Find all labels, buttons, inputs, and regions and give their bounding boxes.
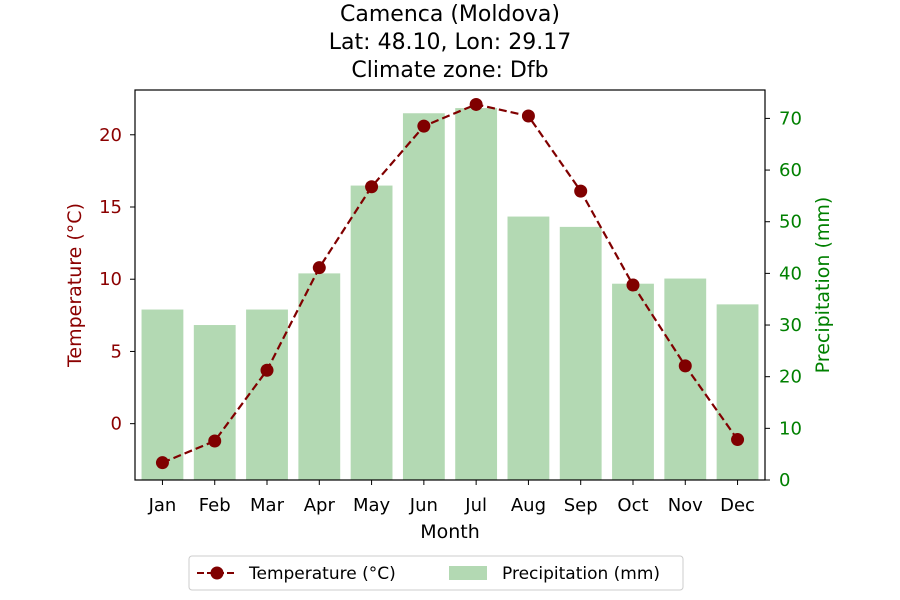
- y-axis-left: 0 5 10 15 20: [99, 125, 135, 435]
- x-tick-label: Dec: [720, 495, 755, 516]
- temperature-point-apr: [312, 261, 326, 275]
- temperature-point-nov: [678, 359, 692, 373]
- plot-frame: [134, 89, 766, 481]
- temperature-point-aug: [521, 109, 535, 123]
- x-axis: Jan Feb Mar Apr May Jun Jul Aug Sep Oct Nov Dec: [148, 480, 755, 516]
- y-left-tick-label: 20: [99, 125, 122, 146]
- precipitation-bar-feb: [193, 325, 236, 480]
- precipitation-bar-jun: [402, 113, 445, 481]
- precipitation-bar-dec: [716, 304, 759, 480]
- legend: Temperature (°C) Precipitation (mm): [188, 555, 684, 591]
- temperature-point-jan: [155, 456, 169, 470]
- y-right-tick-label: 40: [779, 263, 802, 284]
- y-left-tick-label: 0: [111, 414, 122, 435]
- x-tick-label: Mar: [250, 495, 285, 516]
- temperature-line: [161, 103, 739, 464]
- y-right-tick-label: 60: [779, 160, 802, 181]
- y-right-tick-label: 0: [779, 470, 790, 491]
- precipitation-bar-sep: [559, 226, 602, 480]
- precipitation-bar-jan: [141, 309, 184, 480]
- title-line-2: Lat: 48.10, Lon: 29.17: [329, 30, 571, 55]
- chart-title: Camenca (Moldova) Lat: 48.10, Lon: 29.17…: [329, 2, 571, 83]
- temperature-point-oct: [626, 278, 640, 292]
- temperature-point-jun: [417, 119, 431, 133]
- precipitation-bar-mar: [246, 309, 288, 480]
- x-axis-label: Month: [420, 521, 480, 543]
- y-right-tick-label: 50: [779, 212, 802, 233]
- y-right-tick-label: 20: [779, 367, 802, 388]
- x-tick-label: Jul: [464, 495, 487, 516]
- x-tick-label: Oct: [617, 495, 648, 516]
- legend-precipitation-swatch: [449, 566, 487, 580]
- legend-frame: [188, 555, 684, 591]
- y-left-tick-label: 5: [111, 341, 122, 362]
- y-left-tick-label: 15: [99, 197, 122, 218]
- y-right-tick-label: 30: [779, 315, 802, 336]
- x-tick-label: Aug: [511, 495, 546, 516]
- x-tick-label: Apr: [304, 495, 336, 516]
- x-tick-label: Jun: [409, 495, 438, 516]
- precipitation-bars: [141, 108, 759, 481]
- legend-temperature-label: Temperature (°C): [248, 564, 396, 584]
- x-tick-label: Jan: [148, 495, 177, 516]
- temperature-point-jul: [469, 97, 483, 111]
- y-axis-right-label: Precipitation (mm): [812, 197, 834, 374]
- legend-temperature-marker: [210, 566, 224, 580]
- y-right-tick-label: 10: [779, 418, 802, 439]
- title-line-3: Climate zone: Dfb: [351, 58, 548, 83]
- precipitation-bar-nov: [664, 278, 707, 480]
- temperature-point-feb: [208, 434, 222, 448]
- temperature-point-mar: [260, 363, 274, 377]
- legend-precipitation-label: Precipitation (mm): [502, 564, 660, 584]
- x-tick-label: Sep: [564, 495, 598, 516]
- temperature-point-may: [365, 180, 379, 194]
- precipitation-bar-jul: [455, 108, 498, 480]
- temperature-point-sep: [574, 184, 588, 198]
- x-tick-label: Nov: [668, 495, 703, 516]
- precipitation-bar-apr: [298, 273, 341, 480]
- temperature-series: [155, 97, 745, 470]
- precipitation-bar-oct: [612, 283, 654, 480]
- y-axis-left-label: Temperature (°C): [64, 203, 86, 368]
- x-tick-label: May: [353, 495, 391, 516]
- temperature-point-dec: [731, 433, 745, 447]
- title-line-1: Camenca (Moldova): [340, 2, 560, 27]
- y-right-tick-label: 70: [779, 108, 802, 129]
- y-left-tick-label: 10: [99, 269, 122, 290]
- y-axis-right: 0 10 20 30 40 50 60 70: [765, 108, 802, 491]
- precipitation-bar-may: [350, 185, 393, 480]
- x-tick-label: Feb: [199, 495, 231, 516]
- precipitation-bar-aug: [507, 216, 550, 481]
